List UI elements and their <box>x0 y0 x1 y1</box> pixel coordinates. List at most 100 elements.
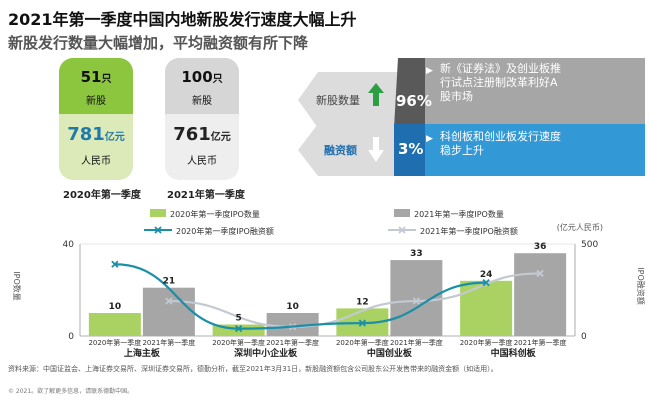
bar <box>390 260 443 336</box>
copyright: © 2021。欲了解更多信息，请联系德勤中国。 <box>8 388 134 395</box>
triangle-bullet-icon: ▶ <box>426 134 433 144</box>
arrow-down-icon <box>368 137 384 162</box>
x-marker <box>358 319 367 327</box>
card-period-2021: 2021年第一季度 <box>167 190 245 201</box>
chart-bars <box>88 253 567 336</box>
legend-label: 2020年第一季度IPO数量 <box>170 209 260 219</box>
x-marker <box>536 269 544 278</box>
chart-legend: 2020年第一季度IPO数量 2021年第一季度IPO数量 2020年第一季度IPO… <box>144 209 518 236</box>
x-marker <box>111 260 119 268</box>
y2-tick-label: 0 <box>581 332 587 342</box>
bar-value-label: 24 <box>480 270 493 280</box>
stat-card-2020: 51只 新股 781亿元 人民币 <box>59 58 133 180</box>
x-marker-stroke <box>234 325 243 333</box>
x-sublabel: 2020年第一季度 <box>88 338 141 347</box>
bar <box>88 313 141 336</box>
stat-card-2021: 100只 新股 761亿元 人民币 <box>165 58 239 180</box>
ipo-amount: 781 <box>67 124 105 145</box>
x-marker-stroke <box>358 319 367 327</box>
count-change-note-box <box>425 58 645 128</box>
currency-label: 人民币 <box>187 156 217 167</box>
card-header <box>165 58 239 114</box>
bar-value-label: 10 <box>109 302 122 312</box>
x-sublabel: 2020年第一季度 <box>212 338 265 347</box>
ipo-chart: 2020年第一季度IPO数量 2021年第一季度IPO数量2020年第一季度IPO… <box>12 209 646 359</box>
count-unit: 只 <box>101 74 112 85</box>
bar-value-label: 36 <box>534 242 547 252</box>
x-sublabel: 2021年第一季度 <box>390 338 443 347</box>
count-change-label: 新股数量 <box>316 93 360 107</box>
y2-axis-title: IPO融资额 <box>636 267 646 304</box>
amount-change-note: ▶ 科创板和创业板发行速度 稳步上升 <box>426 130 561 157</box>
bar-value-label: 21 <box>163 277 176 287</box>
x-marker-stroke <box>536 269 544 278</box>
chart-lines <box>111 260 544 333</box>
legend-marker <box>398 226 406 234</box>
card-period-2020: 2020年第一季度 <box>63 190 141 201</box>
y-axis-title: IPO数量 <box>12 271 22 300</box>
legend-label: 2021年第一季度IPO融资额 <box>420 226 518 236</box>
line-series <box>168 272 541 328</box>
amount-change-connector <box>394 124 426 176</box>
y-tick-label: 0 <box>68 332 74 342</box>
ipo-count: 51 <box>80 68 102 86</box>
bar <box>514 253 567 336</box>
amount-unit: 亿元 <box>104 132 125 143</box>
bar-value-label: 5 <box>235 314 241 324</box>
x-category-label: 深圳中小企业板 <box>234 347 298 359</box>
legend-label: 2020年第一季度IPO融资额 <box>176 226 274 236</box>
x-category-label: 中国创业板 <box>367 347 413 359</box>
x-sublabel: 2020年第一季度 <box>336 338 389 347</box>
x-sublabel: 2021年第一季度 <box>266 338 319 347</box>
amount-change-label: 融资额 <box>324 143 357 157</box>
bar-value-label: 33 <box>410 249 423 259</box>
triangle-bullet-icon: ▶ <box>426 66 433 76</box>
source-note: 资料来源：中国证监会、上海证券交易所、深圳证券交易所，德勤分析，截至2021年3… <box>8 365 498 373</box>
count-unit: 只 <box>212 74 223 85</box>
change-panels: 新股数量 96% 融资额 3% <box>298 58 645 176</box>
x-marker-stroke <box>482 279 490 287</box>
y-tick-label: 40 <box>63 240 75 250</box>
currency-label: 人民币 <box>81 156 111 167</box>
legend-swatch <box>150 209 166 217</box>
x-marker <box>165 297 173 305</box>
ipo-label: 新股 <box>86 96 106 107</box>
ipo-count: 100 <box>181 68 213 86</box>
page-title: 2021年第一季度中国内地新股发行速度大幅上升 <box>8 10 357 29</box>
x-marker <box>412 297 421 305</box>
ipo-label: 新股 <box>192 96 212 107</box>
y2-tick-label: 500 <box>581 240 598 250</box>
amount-change-note-box <box>425 124 645 176</box>
count-change-pct: 96% <box>396 92 432 110</box>
bar-value-label: 12 <box>356 297 369 307</box>
legend-marker <box>154 226 162 234</box>
amount-change-pct: 3% <box>398 140 423 158</box>
bar <box>142 287 195 336</box>
x-marker-stroke <box>165 297 173 305</box>
bar <box>212 324 265 336</box>
count-change-arrow <box>298 72 398 128</box>
ipo-amount: 761 <box>173 124 211 145</box>
x-sublabel: 2020年第一季度 <box>460 338 513 347</box>
x-marker <box>482 279 490 287</box>
card-header <box>59 58 133 114</box>
arrow-up-icon <box>368 83 384 106</box>
line-series <box>114 263 487 330</box>
page-subtitle: 新股发行数量大幅增加，平均融资额有所下降 <box>8 34 309 52</box>
x-category-label: 上海主板 <box>124 347 161 359</box>
bar <box>266 313 319 336</box>
bar <box>460 280 513 336</box>
x-category-label: 中国科创板 <box>491 347 537 359</box>
x-marker-stroke <box>412 297 421 305</box>
x-sublabel: 2021年第一季度 <box>514 338 567 347</box>
x-marker-stroke <box>111 260 119 268</box>
bar-value-label: 10 <box>286 302 299 312</box>
right-axis-unit: (亿元人民币) <box>557 222 603 232</box>
amount-unit: 亿元 <box>210 132 231 143</box>
x-marker <box>234 325 243 333</box>
count-change-note: ▶ 新《证券法》及创业板推 行试点注册制改革利好A 股市场 <box>426 62 561 103</box>
legend-label: 2021年第一季度IPO数量 <box>414 209 504 219</box>
count-change-connector <box>394 58 426 128</box>
x-sublabel: 2021年第一季度 <box>142 338 195 347</box>
